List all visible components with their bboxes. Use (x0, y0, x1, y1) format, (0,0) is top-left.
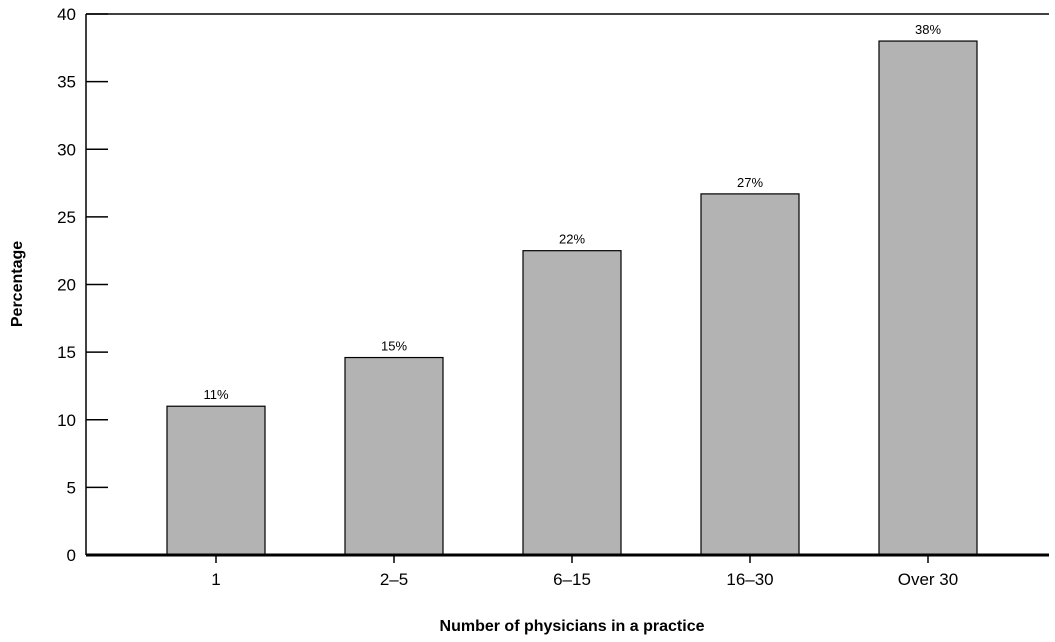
y-axis-title: Percentage (9, 241, 26, 327)
bar-2 (522, 250, 622, 556)
y-tick-label-4: 20 (57, 276, 76, 295)
x-tick-label-3: 16–30 (726, 570, 773, 589)
data-label-0: 11% (203, 387, 228, 402)
x-ticks: 1 2–5 6–15 16–30 Over 30 (211, 555, 958, 589)
data-label-3: 27% (737, 175, 763, 190)
x-tick-label-1: 2–5 (380, 570, 408, 589)
bars-layer (166, 40, 978, 556)
x-axis-title: Number of physicians in a practice (440, 618, 705, 635)
y-tick-label-1: 5 (67, 478, 76, 497)
y-ticks: 0 5 10 15 20 25 30 35 40 (57, 5, 108, 565)
bar-4 (878, 40, 978, 556)
y-tick-label-0: 0 (67, 546, 76, 565)
data-label-4: 38% (915, 22, 941, 37)
x-tick-label-2: 6–15 (553, 570, 591, 589)
y-tick-label-3: 15 (57, 343, 76, 362)
y-tick-label-6: 30 (57, 140, 76, 159)
y-tick-label-8: 40 (57, 5, 76, 24)
x-tick-label-0: 1 (211, 570, 220, 589)
y-tick-label-7: 35 (57, 73, 76, 92)
y-tick-label-5: 25 (57, 208, 76, 227)
y-tick-label-2: 10 (57, 411, 76, 430)
bar-1 (344, 356, 444, 556)
data-label-2: 22% (559, 232, 585, 247)
data-label-1: 15% (381, 339, 407, 354)
x-tick-label-4: Over 30 (898, 570, 958, 589)
bar-3 (700, 193, 800, 556)
bar-0 (166, 405, 266, 556)
data-labels: 11% 15% 22% 27% 38% (203, 22, 941, 402)
